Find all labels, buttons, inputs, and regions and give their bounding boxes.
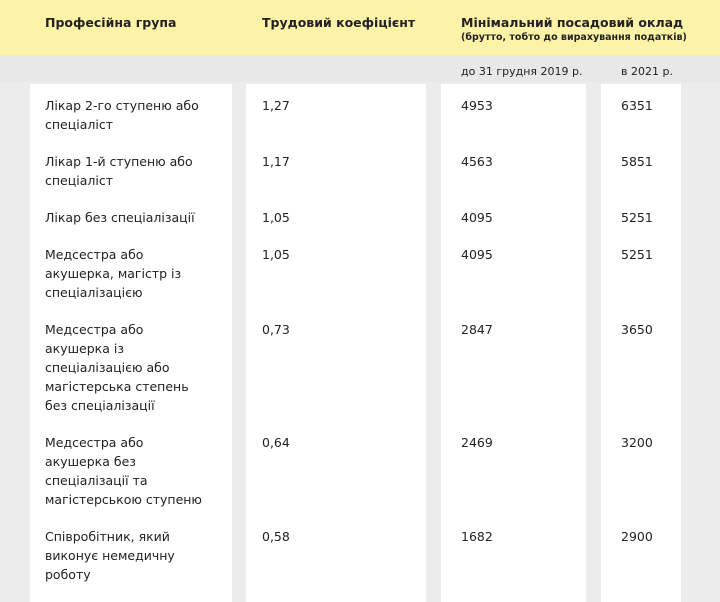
table-cell: 0,58 <box>246 527 426 602</box>
subheader-label: в 2021 р. <box>621 65 673 78</box>
table-cell: Лікар 1-й ступеню або спеціаліст <box>30 152 232 208</box>
table-row: Медсестра або акушерка із спеціалізацією… <box>0 320 720 433</box>
table-cell: 1,05 <box>246 208 426 245</box>
table-cell: Лікар 2-го ступеню або спеціаліст <box>30 84 232 152</box>
table-row: Лікар без спеціалізації 1,05 4095 5251 <box>0 208 720 245</box>
table-cell: 4095 <box>441 245 586 320</box>
table-body: Лікар 2-го ступеню або спеціаліст 1,27 495… <box>0 84 720 602</box>
table-cell: 4953 <box>441 84 586 152</box>
column-header: Мінімальний посадовий оклад <box>461 15 684 30</box>
table-row: Медсестра або акушерка, магістр із спеці… <box>0 245 720 320</box>
column-header: Професійна група <box>45 15 177 30</box>
table-cell: Медсестра або акушерка із спеціалізацією… <box>30 320 232 433</box>
table-cell: 2469 <box>441 433 586 527</box>
subheader-label: до 31 грудня 2019 р. <box>461 65 583 78</box>
table-cell: 4095 <box>441 208 586 245</box>
column-header-group: Мінімальний посадовий оклад (брутто, тоб… <box>441 0 720 55</box>
table-cell: 2900 <box>601 527 681 602</box>
table-row: Лікар 2-го ступеню або спеціаліст 1,27 495… <box>0 84 720 152</box>
table-cell: 5251 <box>601 245 681 320</box>
table-cell: 5251 <box>601 208 681 245</box>
table-header: Професійна група Трудовий коефіцієнт Мін… <box>0 0 720 55</box>
table-cell: 1,05 <box>246 245 426 320</box>
table-cell: 0,73 <box>246 320 426 433</box>
table-cell: Медсестра або акушерка без спеціалізації… <box>30 433 232 527</box>
table-cell: Співробітник, який виконує немедичну роб… <box>30 527 232 602</box>
table-subheader: до 31 грудня 2019 р. в 2021 р. <box>0 55 720 82</box>
table-cell: 0,64 <box>246 433 426 527</box>
table-cell: 1,27 <box>246 84 426 152</box>
table-cell: 3200 <box>601 433 681 527</box>
table-row: Співробітник, який виконує немедичну роб… <box>0 527 720 602</box>
table-row: Лікар 1-й ступеню або спеціаліст 1,17 4563… <box>0 152 720 208</box>
table-cell: 3650 <box>601 320 681 433</box>
column-header: Трудовий коефіцієнт <box>262 15 416 30</box>
table-cell: Медсестра або акушерка, магістр із спеці… <box>30 245 232 320</box>
table-cell: 2847 <box>441 320 586 433</box>
table-cell: 1682 <box>441 527 586 602</box>
table-row: Медсестра або акушерка без спеціалізації… <box>0 433 720 527</box>
table-cell: 5851 <box>601 152 681 208</box>
table-cell: 6351 <box>601 84 681 152</box>
column-header-note: (брутто, тобто до вирахування податків) <box>461 32 687 43</box>
table-cell: 1,17 <box>246 152 426 208</box>
table-cell: 4563 <box>441 152 586 208</box>
table-cell: Лікар без спеціалізації <box>30 208 232 245</box>
